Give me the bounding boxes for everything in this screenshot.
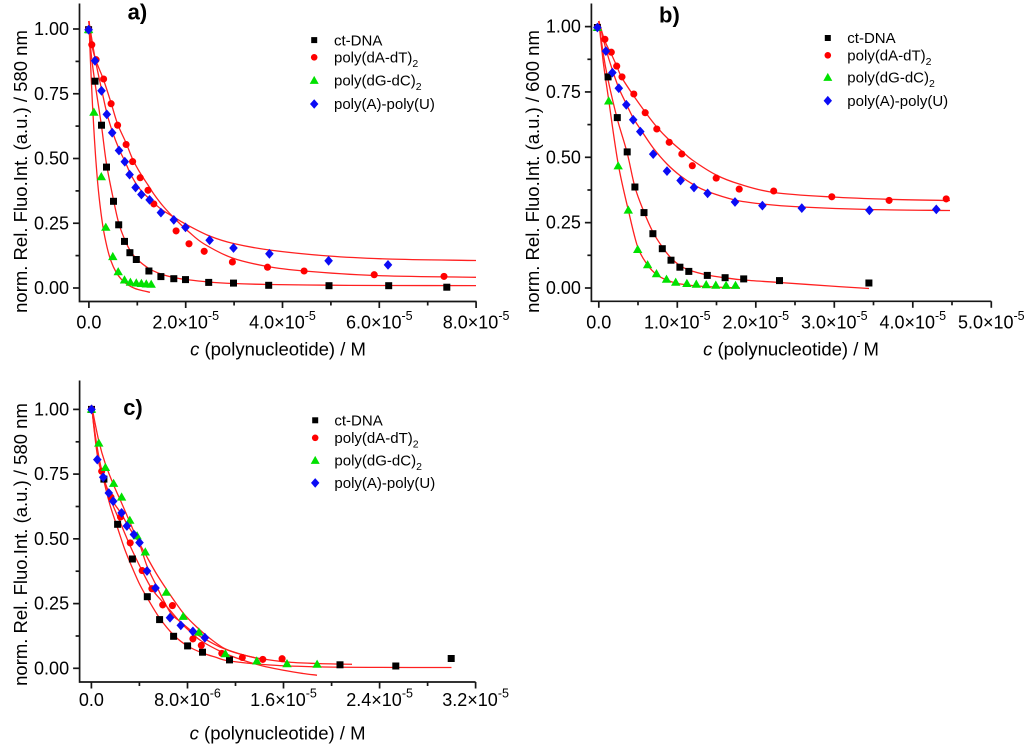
svg-text:1.6×10-5: 1.6×10-5 xyxy=(250,687,317,711)
svg-text:1.00: 1.00 xyxy=(34,399,69,419)
svg-text:poly(A)-poly(U): poly(A)-poly(U) xyxy=(334,475,435,492)
svg-text:3.2×10-5: 3.2×10-5 xyxy=(442,687,509,711)
svg-text:0.25: 0.25 xyxy=(34,213,69,233)
svg-text:norm. Rel. Fluo.Int. (a.u.) /: norm. Rel. Fluo.Int. (a.u.) / 580 nm xyxy=(10,30,31,313)
svg-text:2.0×10-5: 2.0×10-5 xyxy=(722,309,789,333)
svg-text:5.0×10-5: 5.0×10-5 xyxy=(958,309,1024,333)
svg-text:2.4×10-5: 2.4×10-5 xyxy=(346,687,413,711)
svg-text:0.25: 0.25 xyxy=(546,213,581,233)
svg-text:c (polynucleotide) / M: c (polynucleotide) / M xyxy=(190,338,366,359)
svg-text:0.0: 0.0 xyxy=(586,313,611,333)
svg-text:0.0: 0.0 xyxy=(76,313,101,333)
svg-text:3.0×10-5: 3.0×10-5 xyxy=(801,309,868,333)
svg-text:0.00: 0.00 xyxy=(34,658,69,678)
svg-text:1.00: 1.00 xyxy=(34,19,69,39)
svg-text:2.0×10-5: 2.0×10-5 xyxy=(152,309,219,333)
svg-text:norm. Rel. Fluo.Int. (a.u.) /: norm. Rel. Fluo.Int. (a.u.) / 580 nm xyxy=(10,403,31,686)
svg-text:1.0×10-5: 1.0×10-5 xyxy=(644,309,711,333)
svg-text:0.0: 0.0 xyxy=(79,690,104,710)
svg-text:0.00: 0.00 xyxy=(34,278,69,298)
svg-text:c): c) xyxy=(123,395,143,420)
svg-text:norm. Rel. Fluo.Int. (a.u.) /: norm. Rel. Fluo.Int. (a.u.) / 600 nm xyxy=(522,30,543,313)
svg-text:poly(dA-dT)2: poly(dA-dT)2 xyxy=(334,50,418,71)
svg-text:poly(A)-poly(U): poly(A)-poly(U) xyxy=(847,93,948,110)
svg-text:4.0×10-5: 4.0×10-5 xyxy=(879,309,946,333)
svg-text:8.0×10-5: 8.0×10-5 xyxy=(443,309,510,333)
svg-text:6.0×10-5: 6.0×10-5 xyxy=(346,309,413,333)
svg-text:4.0×10-5: 4.0×10-5 xyxy=(249,309,316,333)
svg-text:0.75: 0.75 xyxy=(34,464,69,484)
svg-text:poly(dG-dC)2: poly(dG-dC)2 xyxy=(334,453,422,474)
svg-text:a): a) xyxy=(128,0,148,24)
svg-text:8.0×10-6: 8.0×10-6 xyxy=(154,687,221,711)
svg-text:poly(dG-dC)2: poly(dG-dC)2 xyxy=(847,70,935,91)
svg-text:0.75: 0.75 xyxy=(546,82,581,102)
svg-text:0.50: 0.50 xyxy=(546,147,581,167)
svg-text:ct-DNA: ct-DNA xyxy=(847,30,895,47)
svg-text:poly(dA-dT)2: poly(dA-dT)2 xyxy=(334,430,418,451)
svg-text:0.25: 0.25 xyxy=(34,594,69,614)
svg-text:poly(dG-dC)2: poly(dG-dC)2 xyxy=(334,73,422,94)
svg-text:ct-DNA: ct-DNA xyxy=(334,413,382,430)
svg-text:b): b) xyxy=(659,3,680,28)
svg-text:0.50: 0.50 xyxy=(34,149,69,169)
svg-text:poly(dA-dT)2: poly(dA-dT)2 xyxy=(847,48,931,69)
svg-text:poly(A)-poly(U): poly(A)-poly(U) xyxy=(334,96,435,113)
svg-text:ct-DNA: ct-DNA xyxy=(334,32,382,49)
svg-text:0.50: 0.50 xyxy=(34,529,69,549)
svg-text:c (polynucleotide) / M: c (polynucleotide) / M xyxy=(703,338,879,359)
svg-text:1.00: 1.00 xyxy=(546,17,581,37)
svg-text:0.00: 0.00 xyxy=(546,278,581,298)
svg-text:c (polynucleotide) / M: c (polynucleotide) / M xyxy=(190,723,366,744)
svg-text:0.75: 0.75 xyxy=(34,84,69,104)
